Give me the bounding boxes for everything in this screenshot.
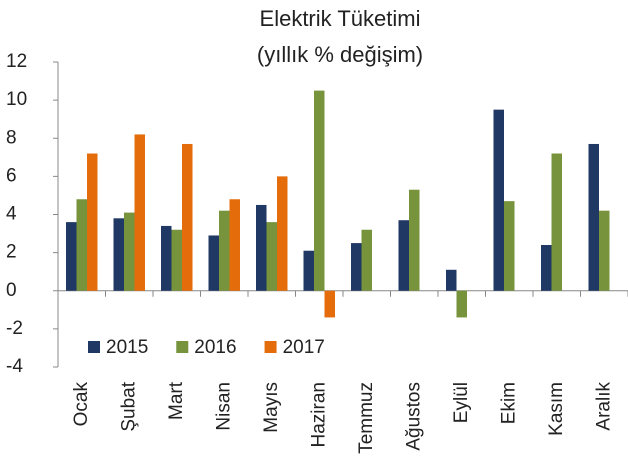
legend-swatch xyxy=(88,341,100,353)
x-tick-label: Haziran xyxy=(308,382,329,447)
bar xyxy=(277,176,288,291)
bar xyxy=(208,235,219,291)
y-tick-label: 10 xyxy=(6,89,27,110)
bar xyxy=(303,250,314,291)
y-tick-label: -2 xyxy=(6,318,23,339)
bar xyxy=(219,210,230,291)
bar xyxy=(124,212,135,291)
y-tick-label: -4 xyxy=(6,356,23,377)
bar xyxy=(76,199,87,291)
x-tick-label: Mayıs xyxy=(261,382,282,433)
bar xyxy=(66,222,77,291)
x-tick-label: Ocak xyxy=(71,382,92,427)
bar xyxy=(398,220,409,291)
bar xyxy=(256,204,267,291)
bar xyxy=(171,229,182,291)
bar xyxy=(409,189,420,291)
legend-label: 2016 xyxy=(194,337,236,358)
x-tick-label: Ekim xyxy=(498,382,519,424)
bar xyxy=(113,218,124,291)
x-tick-label: Kasım xyxy=(546,382,567,436)
y-tick-label: 12 xyxy=(6,51,27,72)
bar xyxy=(314,90,325,291)
legend-swatch xyxy=(264,341,277,353)
bar xyxy=(493,109,504,291)
bar xyxy=(266,222,277,291)
bar xyxy=(588,143,599,291)
legend-swatch xyxy=(176,341,189,353)
bar xyxy=(504,201,515,291)
bar xyxy=(446,269,457,291)
x-tick-label: Ağustos xyxy=(403,382,424,451)
x-tick-label: Mart xyxy=(166,381,187,420)
x-tick-label: Şubat xyxy=(118,381,139,431)
bar xyxy=(182,143,193,291)
chart-title: Elektrik Tüketimi xyxy=(260,6,421,31)
bar xyxy=(361,229,372,291)
chart-subtitle: (yıllık % değişim) xyxy=(257,42,423,67)
bar xyxy=(551,153,562,291)
y-tick-label: 0 xyxy=(6,280,17,301)
bar xyxy=(161,225,172,291)
bar xyxy=(134,134,145,291)
x-tick-label: Nisan xyxy=(213,382,234,431)
y-tick-label: 6 xyxy=(6,165,17,186)
bar xyxy=(456,290,467,318)
legend-label: 2015 xyxy=(106,337,148,358)
bar xyxy=(351,243,362,291)
bar xyxy=(87,153,98,291)
legend-label: 2017 xyxy=(283,337,325,358)
bar xyxy=(324,290,335,318)
x-tick-label: Aralık xyxy=(593,382,614,431)
x-tick-label: Eylül xyxy=(451,382,472,423)
y-tick-label: 2 xyxy=(6,242,17,263)
y-tick-label: 4 xyxy=(6,204,17,225)
bar xyxy=(599,210,610,291)
x-tick-label: Temmuz xyxy=(356,382,377,454)
bar xyxy=(229,199,240,291)
bar xyxy=(541,245,552,291)
y-tick-label: 8 xyxy=(6,127,17,148)
